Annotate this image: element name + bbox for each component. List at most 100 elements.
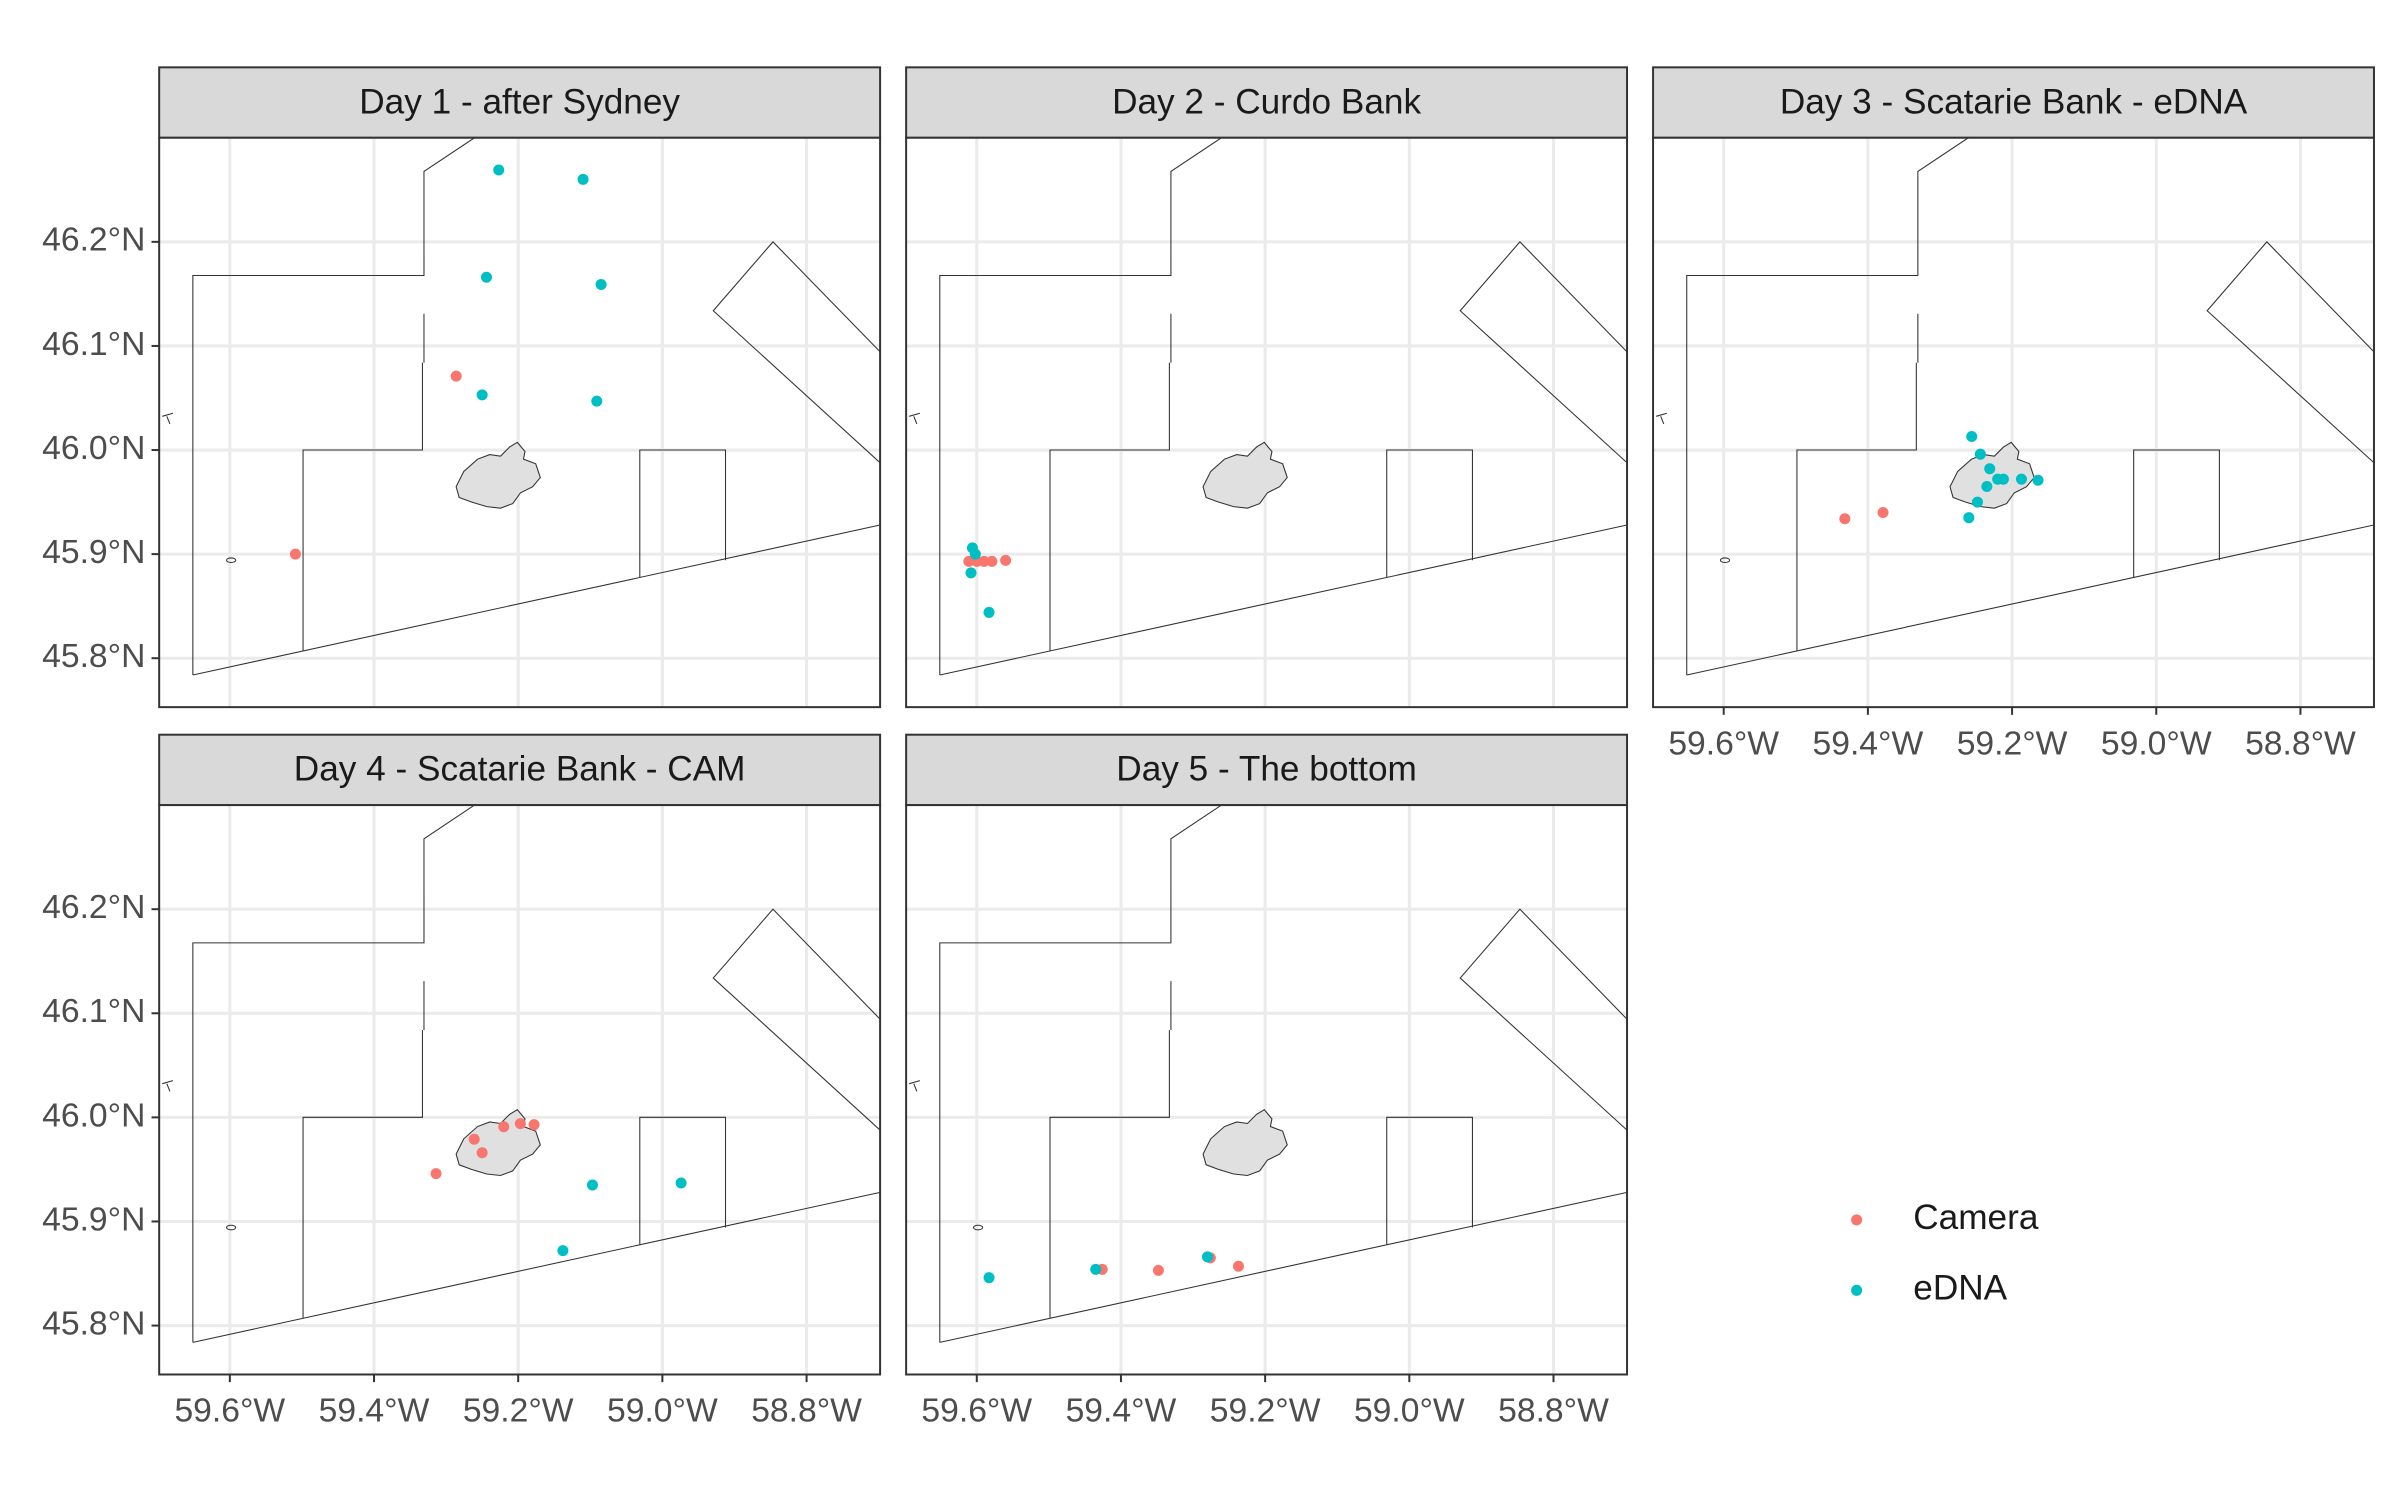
point bbox=[514, 1118, 526, 1130]
y-tick-label: 46.0°N bbox=[42, 1097, 145, 1134]
islet bbox=[225, 557, 237, 564]
y-tick-label: 45.8°N bbox=[42, 638, 145, 675]
point bbox=[1997, 473, 2009, 485]
boundary bbox=[2206, 241, 2374, 464]
panel-content bbox=[906, 805, 1628, 1375]
panel: 59.6°W 59.4°W 59.2°W 59.0°W 58.8°W bbox=[1652, 136, 2375, 762]
boundary bbox=[1686, 137, 1969, 675]
point bbox=[1966, 430, 1978, 443]
boundary bbox=[192, 137, 475, 675]
boundary bbox=[302, 1030, 423, 1318]
boundary bbox=[1459, 241, 1628, 464]
panel-content bbox=[1653, 137, 2374, 708]
x-tick-label: 59.4°W bbox=[319, 1393, 430, 1430]
x-tick-label: 59.2°W bbox=[1210, 1393, 1321, 1430]
boundary bbox=[639, 449, 727, 578]
x-tick-label: 59.4°W bbox=[1813, 725, 1924, 762]
boundary bbox=[939, 137, 1222, 675]
boundary bbox=[639, 1116, 727, 1245]
boundary bbox=[302, 362, 423, 651]
point bbox=[1877, 506, 1889, 518]
panel-content bbox=[906, 137, 1628, 708]
y-tick-label: 46.1°N bbox=[42, 993, 145, 1030]
point bbox=[2015, 473, 2027, 485]
boundary bbox=[2133, 449, 2220, 578]
legend-key bbox=[1851, 1214, 1863, 1226]
islet bbox=[1719, 557, 1731, 564]
point bbox=[577, 173, 589, 185]
panel: 45.8°N 45.9°N 46.0°N 46.1°N 46.2°N bbox=[42, 136, 882, 709]
point bbox=[1090, 1263, 1102, 1275]
panel-content bbox=[159, 137, 881, 708]
boundary bbox=[192, 805, 475, 1343]
strip bbox=[158, 733, 882, 807]
point bbox=[1232, 1260, 1244, 1272]
strip-title: Day 4 - Scatarie Bank - CAM bbox=[294, 750, 746, 789]
y-tick-label: 45.8°N bbox=[42, 1305, 145, 1342]
point bbox=[969, 548, 981, 560]
y-tick-label: 45.9°N bbox=[42, 1201, 145, 1238]
point bbox=[498, 1121, 510, 1133]
boundary bbox=[712, 241, 881, 464]
strip bbox=[905, 66, 1629, 139]
point bbox=[476, 389, 488, 401]
x-tick-label: 58.8°W bbox=[1498, 1393, 1609, 1430]
point bbox=[468, 1133, 480, 1145]
strip-title: Day 1 - after Sydney bbox=[359, 82, 680, 121]
islet bbox=[972, 1224, 984, 1231]
point bbox=[1963, 512, 1975, 524]
point bbox=[476, 1147, 488, 1159]
panel: 45.8°N 45.9°N 46.0°N 46.1°N 46.2°N 59.6°W 59.4… bbox=[42, 804, 882, 1430]
coast bbox=[162, 1080, 174, 1092]
x-tick-label: 59.6°W bbox=[921, 1393, 1032, 1430]
panel-border bbox=[905, 136, 1629, 709]
point bbox=[1201, 1251, 1213, 1263]
panel: 59.6°W 59.4°W 59.2°W 59.0°W 58.8°W bbox=[905, 804, 1629, 1430]
boundary bbox=[1386, 1116, 1473, 1245]
x-tick-label: 59.0°W bbox=[607, 1393, 718, 1430]
panel-border bbox=[905, 804, 1629, 1376]
strip bbox=[1652, 66, 2375, 139]
panel-border bbox=[1652, 136, 2375, 709]
boundary bbox=[1796, 362, 1917, 651]
point bbox=[430, 1168, 442, 1180]
point bbox=[983, 606, 995, 618]
x-tick-label: 59.6°W bbox=[1668, 725, 1779, 762]
strip bbox=[158, 66, 882, 139]
strip bbox=[905, 733, 1629, 807]
point bbox=[1971, 496, 1983, 508]
boundary bbox=[192, 1191, 881, 1343]
panel bbox=[905, 136, 1629, 709]
point bbox=[493, 164, 505, 176]
point bbox=[1152, 1264, 1164, 1276]
point bbox=[675, 1177, 687, 1189]
boundary bbox=[939, 1191, 1628, 1343]
x-tick-label: 59.0°W bbox=[2101, 725, 2212, 762]
legend-label: eDNA bbox=[1913, 1269, 2007, 1308]
legend-key bbox=[1851, 1284, 1863, 1296]
x-tick-label: 59.2°W bbox=[1957, 725, 2068, 762]
strip-title: Day 2 - Curdo Bank bbox=[1112, 82, 1421, 121]
boundary bbox=[1049, 362, 1170, 651]
point bbox=[450, 370, 462, 382]
x-tick-label: 59.2°W bbox=[463, 1393, 574, 1430]
point bbox=[983, 1272, 995, 1284]
point bbox=[1981, 480, 1993, 492]
coast bbox=[1655, 412, 1667, 425]
x-tick-label: 58.8°W bbox=[2245, 725, 2356, 762]
x-tick-label: 59.4°W bbox=[1066, 1393, 1177, 1430]
strip-title: Day 3 - Scatarie Bank - eDNA bbox=[1780, 82, 2248, 121]
point bbox=[595, 279, 607, 291]
islet bbox=[225, 1224, 237, 1231]
y-tick-label: 46.1°N bbox=[42, 326, 145, 363]
boundary bbox=[1686, 524, 2374, 676]
y-tick-label: 46.0°N bbox=[42, 430, 145, 467]
point bbox=[1974, 448, 1986, 460]
x-tick-label: 58.8°W bbox=[751, 1393, 862, 1430]
point bbox=[963, 555, 975, 567]
boundary bbox=[939, 524, 1628, 676]
island bbox=[1202, 1108, 1288, 1177]
boundary bbox=[192, 524, 881, 676]
y-tick-label: 45.9°N bbox=[42, 534, 145, 571]
